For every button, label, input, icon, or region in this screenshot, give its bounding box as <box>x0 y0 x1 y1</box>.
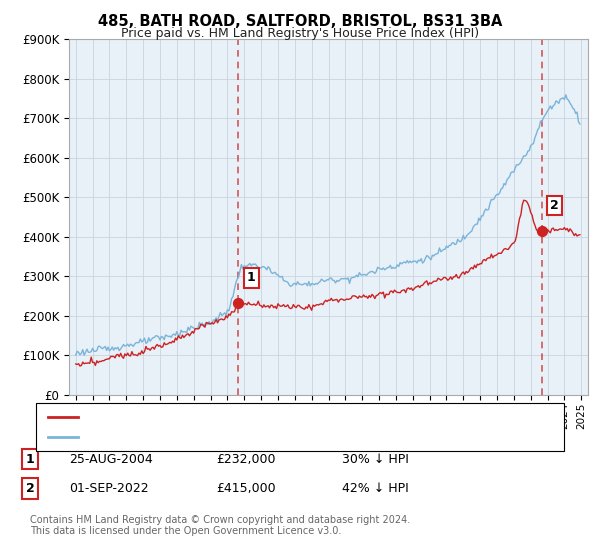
Text: 2: 2 <box>26 482 34 495</box>
Text: Price paid vs. HM Land Registry's House Price Index (HPI): Price paid vs. HM Land Registry's House … <box>121 27 479 40</box>
Text: 485, BATH ROAD, SALTFORD, BRISTOL, BS31 3BA: 485, BATH ROAD, SALTFORD, BRISTOL, BS31 … <box>98 14 502 29</box>
Text: 30% ↓ HPI: 30% ↓ HPI <box>342 452 409 466</box>
Text: £232,000: £232,000 <box>216 452 275 466</box>
Text: 1: 1 <box>247 272 256 284</box>
Point <box>537 226 547 235</box>
Text: This data is licensed under the Open Government Licence v3.0.: This data is licensed under the Open Gov… <box>30 526 341 536</box>
Text: £415,000: £415,000 <box>216 482 275 495</box>
Point <box>233 298 243 307</box>
Text: 1: 1 <box>26 452 34 466</box>
Text: 2: 2 <box>550 199 559 212</box>
Text: 01-SEP-2022: 01-SEP-2022 <box>69 482 149 495</box>
Text: 485, BATH ROAD, SALTFORD, BRISTOL, BS31 3BA (detached house): 485, BATH ROAD, SALTFORD, BRISTOL, BS31 … <box>84 412 460 422</box>
Text: HPI: Average price, detached house, Bath and North East Somerset: HPI: Average price, detached house, Bath… <box>84 432 460 442</box>
Text: Contains HM Land Registry data © Crown copyright and database right 2024.: Contains HM Land Registry data © Crown c… <box>30 515 410 525</box>
Text: 25-AUG-2004: 25-AUG-2004 <box>69 452 153 466</box>
Text: 42% ↓ HPI: 42% ↓ HPI <box>342 482 409 495</box>
